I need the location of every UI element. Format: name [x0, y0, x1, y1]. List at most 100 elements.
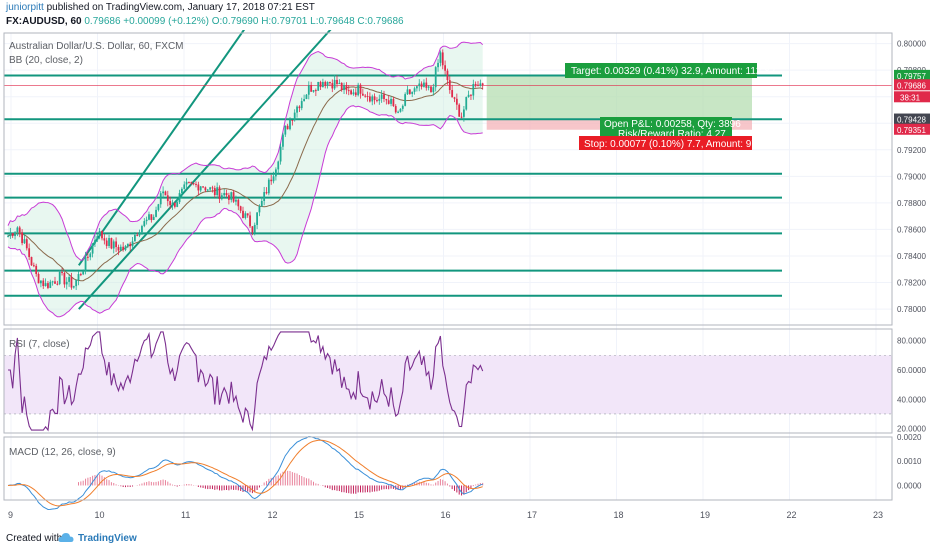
candle-body — [289, 120, 291, 130]
candle-body — [47, 283, 49, 288]
candle-body — [479, 83, 482, 86]
candle-body — [467, 94, 470, 98]
candle-body — [359, 84, 362, 94]
candle-body — [326, 81, 329, 86]
macd-pane[interactable] — [4, 437, 892, 500]
candle-body — [399, 108, 402, 112]
candle-body — [124, 246, 127, 250]
candle-body — [68, 277, 70, 282]
price-tags: 0.79757 38:31 0.79686 0.79428 0.79351 — [894, 69, 930, 135]
footer: Created with TradingView — [0, 526, 932, 550]
candle-body — [239, 206, 242, 211]
candle-body — [270, 179, 273, 182]
rr-label: Risk/Reward Ratio: 4.27 — [618, 129, 726, 140]
candle-body — [173, 202, 176, 207]
tradingview-brand[interactable]: TradingView — [78, 533, 137, 544]
candle-body — [458, 104, 461, 117]
candle-body — [138, 232, 141, 236]
candle-body — [465, 97, 468, 110]
author-link[interactable]: juniorpitt — [6, 2, 44, 13]
macd-label: MACD (12, 26, close, 9) — [9, 447, 116, 458]
tag-stop-text: 0.79351 — [897, 126, 926, 135]
candle-body — [157, 204, 160, 210]
macd-tick-label: 0.0020 — [897, 433, 922, 442]
stop-box[interactable] — [579, 136, 752, 150]
rsi-tick-label: 20.0000 — [897, 425, 926, 434]
candle-body — [49, 281, 52, 288]
candle-body — [44, 283, 47, 287]
candle-body — [98, 231, 101, 237]
candle-body — [286, 125, 289, 130]
candle-body — [324, 81, 327, 86]
time-tick-label: 11 — [181, 510, 190, 520]
candle-body — [145, 219, 148, 222]
chart-area[interactable]: 0.800000.798000.796000.794000.792000.790… — [0, 30, 932, 526]
candle-body — [70, 277, 73, 288]
target-box[interactable] — [565, 63, 757, 78]
candle-body — [408, 89, 411, 94]
candle-body — [387, 100, 390, 104]
candle-body — [183, 184, 186, 189]
candle-body — [373, 96, 376, 101]
candle-body — [420, 83, 423, 87]
bb-upper — [7, 41, 484, 261]
candle-body — [319, 81, 322, 88]
close-value: C:0.79686 — [357, 16, 404, 27]
candle-body — [32, 265, 35, 267]
grid-lines — [4, 33, 892, 500]
bb-label: BB (20, close, 2) — [9, 55, 83, 66]
candle-body — [369, 96, 371, 102]
symbol-label: FX:AUDUSD, 60 — [6, 16, 82, 27]
last-price: 0.79686 — [84, 16, 121, 27]
candle-body — [37, 274, 40, 284]
candle-body — [244, 213, 247, 218]
candle-body — [112, 241, 115, 249]
tag-last — [894, 79, 930, 91]
open-pnl-box[interactable] — [600, 117, 732, 139]
candle-body — [371, 96, 374, 102]
time-tick-label: 18 — [614, 510, 624, 520]
open-pnl-label: Open P&L: 0.00258, Qty: 3896 — [604, 119, 741, 130]
tag-target — [894, 69, 930, 82]
candle-body — [314, 90, 317, 92]
candle-body — [242, 210, 244, 218]
candle-body — [310, 85, 313, 92]
candle-body — [451, 90, 454, 98]
candle-body — [305, 94, 308, 100]
candle-body — [439, 52, 442, 63]
candle-body — [265, 192, 268, 194]
candle-body — [392, 98, 395, 107]
high-value: H:0.79701 — [261, 16, 308, 27]
candle-body — [446, 70, 449, 81]
candle-body — [275, 169, 277, 177]
candle-body — [72, 286, 75, 288]
macd-line — [7, 435, 483, 511]
candle-body — [209, 187, 211, 190]
publish-line: juniorpitt published on TradingView.com,… — [6, 2, 315, 13]
candle-body — [216, 187, 219, 196]
candle-body — [150, 214, 153, 221]
ohlc-line: FX:AUDUSD, 60 0.79686 +0.00099 (+0.12%) … — [6, 16, 404, 27]
candle-body — [272, 176, 275, 182]
candle-body — [427, 86, 430, 88]
candle-body — [7, 236, 9, 238]
candle-body — [84, 256, 87, 272]
candle-body — [185, 181, 188, 185]
candle-body — [122, 246, 125, 250]
change-text: +0.00099 (+0.12%) — [123, 16, 209, 27]
candle-body — [190, 182, 193, 184]
macd-pane-border — [3, 436, 893, 501]
candle-body — [141, 226, 143, 233]
candle-body — [56, 283, 59, 285]
candle-body — [155, 209, 157, 217]
price-tick-label: 0.78600 — [897, 225, 926, 234]
candle-body — [178, 193, 181, 203]
candle-body — [333, 79, 336, 89]
candle-body — [477, 84, 479, 86]
time-tick-label: 16 — [441, 510, 451, 520]
candle-body — [385, 99, 388, 101]
candle-body — [162, 191, 164, 194]
candle-body — [474, 83, 477, 85]
time-tick-label: 22 — [787, 510, 797, 520]
macd-tick-label: 0.0010 — [897, 457, 922, 466]
